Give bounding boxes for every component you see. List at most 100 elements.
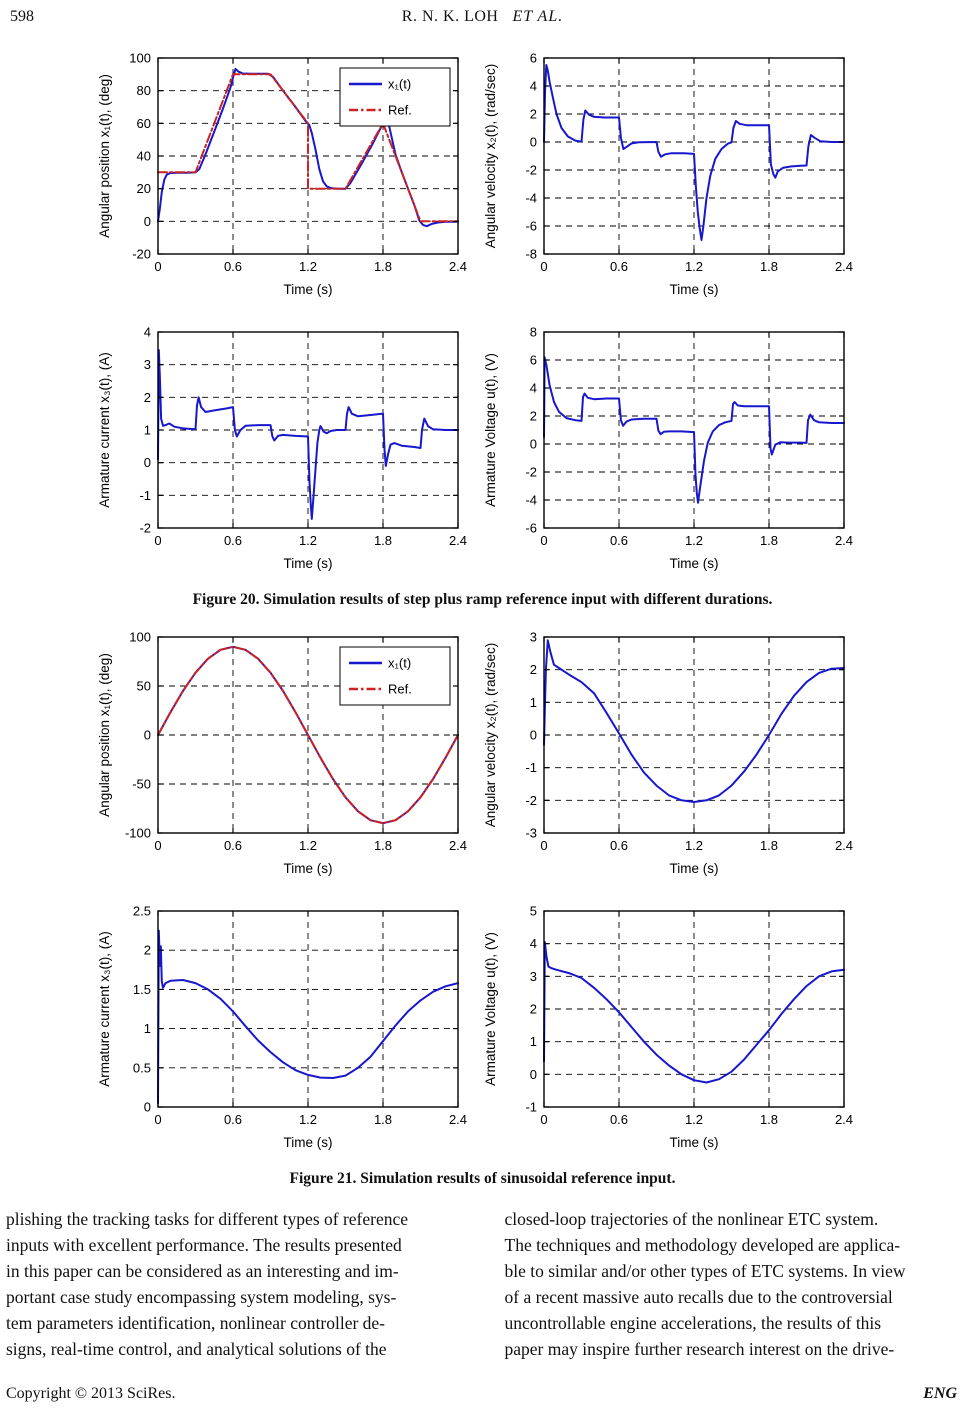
- figure-20-grid: 0 0.6 1.2 1.8 2.4 -20 0 20 40 60 80 100 Time (s) Angu…: [94, 46, 866, 582]
- svg-text:1.2: 1.2: [685, 259, 703, 274]
- svg-text:1.8: 1.8: [760, 259, 778, 274]
- svg-text:5: 5: [530, 904, 537, 919]
- svg-text:-1: -1: [525, 1100, 537, 1115]
- svg-text:Time (s): Time (s): [670, 556, 719, 571]
- svg-text:2: 2: [530, 1002, 537, 1017]
- svg-text:2: 2: [530, 107, 537, 122]
- chart-fig21-armature-voltage: 0 0.6 1.2 1.8 2.4 -1 0 1 2 3 4 5 Time (s) Armature Vo…: [480, 899, 858, 1161]
- svg-text:1.2: 1.2: [299, 533, 317, 548]
- svg-text:1.2: 1.2: [299, 1112, 317, 1127]
- svg-text:2.4: 2.4: [835, 533, 853, 548]
- svg-text:-2: -2: [139, 521, 151, 536]
- page-header: 598 R. N. K. LOH ET AL.: [0, 0, 965, 26]
- svg-text:3: 3: [530, 969, 537, 984]
- svg-text:2.4: 2.4: [449, 259, 467, 274]
- svg-text:2.4: 2.4: [835, 1112, 853, 1127]
- svg-text:0: 0: [144, 214, 151, 229]
- svg-text:0: 0: [154, 533, 161, 548]
- svg-text:x₁(t): x₁(t): [388, 656, 411, 671]
- svg-text:1.5: 1.5: [133, 982, 151, 997]
- svg-text:0: 0: [540, 533, 547, 548]
- svg-text:3: 3: [530, 630, 537, 645]
- svg-text:100: 100: [129, 630, 151, 645]
- svg-text:Time (s): Time (s): [670, 861, 719, 876]
- svg-text:2.4: 2.4: [449, 838, 467, 853]
- svg-text:0.6: 0.6: [610, 259, 628, 274]
- svg-text:1.2: 1.2: [685, 1112, 703, 1127]
- svg-text:-2: -2: [525, 793, 537, 808]
- page-number: 598: [10, 8, 34, 25]
- chart-fig20-armature-voltage: 0 0.6 1.2 1.8 2.4 -6 -4 -2 0 2 4 6 8 Time (s) Armature…: [480, 320, 858, 582]
- svg-text:Ref.: Ref.: [388, 682, 412, 697]
- svg-text:Angular velocity x₂(t), (rad/: Angular velocity x₂(t), (rad/sec): [483, 643, 498, 828]
- chart-fig21-armature-current: 0 0.6 1.2 1.8 2.4 0 0.5 1 1.5 2 2.5 Time (s) Armatur…: [94, 899, 472, 1161]
- svg-text:-4: -4: [525, 493, 537, 508]
- svg-text:Angular velocity x₂(t), (rad/s: Angular velocity x₂(t), (rad/sec): [483, 64, 498, 249]
- chart-fig20-angular-position: 0 0.6 1.2 1.8 2.4 -20 0 20 40 60 80 100 Time (s) Angu…: [94, 46, 472, 308]
- svg-text:1.2: 1.2: [685, 838, 703, 853]
- body-right-column: closed-loop trajectories of the nonlinea…: [504, 1209, 906, 1359]
- svg-text:Time (s): Time (s): [284, 1135, 333, 1150]
- svg-text:0: 0: [540, 838, 547, 853]
- svg-text:4: 4: [144, 325, 151, 340]
- svg-text:1: 1: [144, 423, 151, 438]
- svg-text:Armature current x₃(t), (A): Armature current x₃(t), (A): [97, 931, 112, 1087]
- running-etal: ET AL.: [512, 8, 564, 25]
- svg-text:0.6: 0.6: [610, 1112, 628, 1127]
- running-title: R. N. K. LOH ET AL.: [130, 8, 835, 26]
- svg-text:0.5: 0.5: [133, 1060, 151, 1075]
- svg-text:40: 40: [137, 149, 151, 164]
- svg-text:0.6: 0.6: [610, 838, 628, 853]
- svg-text:-2: -2: [525, 465, 537, 480]
- svg-text:2.5: 2.5: [133, 904, 151, 919]
- svg-text:1.8: 1.8: [760, 1112, 778, 1127]
- svg-text:2: 2: [144, 390, 151, 405]
- svg-text:-1: -1: [525, 760, 537, 775]
- svg-text:-4: -4: [525, 191, 537, 206]
- chart-fig21-angular-position: 0 0.6 1.2 1.8 2.4 -100 -50 0 50 100 Time (s) Angula…: [94, 625, 472, 887]
- svg-text:x₁(t): x₁(t): [388, 77, 411, 92]
- svg-text:0.6: 0.6: [224, 533, 242, 548]
- svg-text:2.4: 2.4: [835, 838, 853, 853]
- svg-text:0.6: 0.6: [224, 838, 242, 853]
- svg-text:4: 4: [530, 79, 537, 94]
- svg-text:-2: -2: [525, 163, 537, 178]
- svg-text:0: 0: [154, 259, 161, 274]
- svg-text:0: 0: [154, 1112, 161, 1127]
- svg-text:Time (s): Time (s): [284, 282, 333, 297]
- svg-text:1.8: 1.8: [374, 259, 392, 274]
- svg-text:0.6: 0.6: [610, 533, 628, 548]
- svg-text:1.2: 1.2: [685, 533, 703, 548]
- svg-text:6: 6: [530, 353, 537, 368]
- svg-text:1.8: 1.8: [374, 1112, 392, 1127]
- svg-text:-1: -1: [139, 488, 151, 503]
- svg-text:0: 0: [540, 259, 547, 274]
- svg-text:4: 4: [530, 936, 537, 951]
- svg-text:-3: -3: [525, 826, 537, 841]
- svg-text:1.2: 1.2: [299, 259, 317, 274]
- chart-fig20-armature-current: 0 0.6 1.2 1.8 2.4 -2 -1 0 1 2 3 4 Time (s) Armature c…: [94, 320, 472, 582]
- figure-21-grid: 0 0.6 1.2 1.8 2.4 -100 -50 0 50 100 Time (s) Angula…: [94, 625, 866, 1161]
- svg-text:2: 2: [530, 409, 537, 424]
- body-left-column: plishing the tracking tasks for differen…: [6, 1209, 409, 1359]
- svg-text:0: 0: [144, 455, 151, 470]
- svg-text:Angular position x₁(t), (deg): Angular position x₁(t), (deg): [97, 653, 112, 817]
- page-footer: Copyright © 2013 SciRes. ENG: [0, 1385, 965, 1403]
- copyright-text: Copyright © 2013 SciRes.: [6, 1385, 176, 1402]
- figure-21-caption: Figure 21. Simulation results of sinusoi…: [289, 1170, 676, 1187]
- svg-text:Time (s): Time (s): [284, 861, 333, 876]
- svg-text:Time (s): Time (s): [670, 1135, 719, 1150]
- svg-text:0: 0: [530, 135, 537, 150]
- svg-text:1.8: 1.8: [374, 838, 392, 853]
- svg-text:Time (s): Time (s): [670, 282, 719, 297]
- svg-text:100: 100: [129, 51, 151, 66]
- svg-text:Ref.: Ref.: [388, 103, 412, 118]
- svg-text:0: 0: [154, 838, 161, 853]
- svg-text:0: 0: [530, 437, 537, 452]
- svg-text:50: 50: [137, 679, 151, 694]
- svg-text:1: 1: [530, 695, 537, 710]
- svg-text:-20: -20: [132, 247, 151, 262]
- svg-text:2: 2: [530, 662, 537, 677]
- svg-text:1.8: 1.8: [374, 533, 392, 548]
